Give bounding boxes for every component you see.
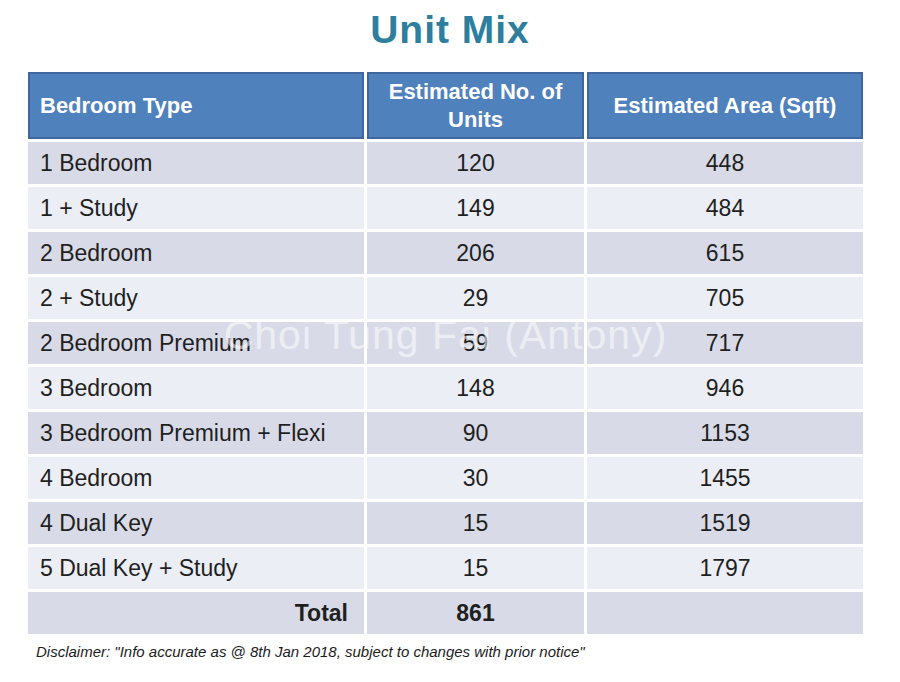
- cell-area: 946: [587, 367, 863, 409]
- table-row: 5 Dual Key + Study 15 1797: [28, 547, 863, 589]
- cell-area: 1153: [587, 412, 863, 454]
- cell-units: 59: [367, 322, 584, 364]
- cell-area: 1455: [587, 457, 863, 499]
- cell-units: 15: [367, 547, 584, 589]
- table-row: 1 + Study 149 484: [28, 187, 863, 229]
- table-row: 2 + Study 29 705: [28, 277, 863, 319]
- header-bedroom-type: Bedroom Type: [28, 72, 364, 139]
- total-area-empty: [587, 592, 863, 634]
- table-row: 2 Bedroom Premium 59 717: [28, 322, 863, 364]
- cell-units: 148: [367, 367, 584, 409]
- table-row: 1 Bedroom 120 448: [28, 142, 863, 184]
- cell-units: 206: [367, 232, 584, 274]
- table-row: 2 Bedroom 206 615: [28, 232, 863, 274]
- cell-units: 120: [367, 142, 584, 184]
- cell-bedroom-type: 2 Bedroom Premium: [28, 322, 364, 364]
- cell-bedroom-type: 1 Bedroom: [28, 142, 364, 184]
- total-units: 861: [367, 592, 584, 634]
- cell-bedroom-type: 2 Bedroom: [28, 232, 364, 274]
- table-header-row: Bedroom Type Estimated No. of Units Esti…: [28, 72, 863, 139]
- cell-bedroom-type: 3 Bedroom: [28, 367, 364, 409]
- cell-bedroom-type: 2 + Study: [28, 277, 364, 319]
- disclaimer-text: Disclaimer: "Info accurate as @ 8th Jan …: [36, 643, 900, 660]
- cell-bedroom-type: 4 Bedroom: [28, 457, 364, 499]
- unit-mix-table: Bedroom Type Estimated No. of Units Esti…: [28, 72, 863, 634]
- cell-area: 484: [587, 187, 863, 229]
- header-estimated-area: Estimated Area (Sqft): [587, 72, 863, 139]
- cell-units: 15: [367, 502, 584, 544]
- cell-area: 1797: [587, 547, 863, 589]
- cell-units: 29: [367, 277, 584, 319]
- cell-bedroom-type: 3 Bedroom Premium + Flexi: [28, 412, 364, 454]
- cell-units: 149: [367, 187, 584, 229]
- table-row: 3 Bedroom Premium + Flexi 90 1153: [28, 412, 863, 454]
- cell-area: 1519: [587, 502, 863, 544]
- table-row: 3 Bedroom 148 946: [28, 367, 863, 409]
- cell-units: 30: [367, 457, 584, 499]
- cell-area: 615: [587, 232, 863, 274]
- page-title: Unit Mix: [0, 0, 900, 72]
- cell-area: 448: [587, 142, 863, 184]
- cell-area: 705: [587, 277, 863, 319]
- header-estimated-units: Estimated No. of Units: [367, 72, 584, 139]
- total-label: Total: [28, 592, 364, 634]
- table-row: 4 Bedroom 30 1455: [28, 457, 863, 499]
- cell-units: 90: [367, 412, 584, 454]
- cell-area: 717: [587, 322, 863, 364]
- table-row: 4 Dual Key 15 1519: [28, 502, 863, 544]
- cell-bedroom-type: 5 Dual Key + Study: [28, 547, 364, 589]
- table-total-row: Total 861: [28, 592, 863, 634]
- cell-bedroom-type: 4 Dual Key: [28, 502, 364, 544]
- cell-bedroom-type: 1 + Study: [28, 187, 364, 229]
